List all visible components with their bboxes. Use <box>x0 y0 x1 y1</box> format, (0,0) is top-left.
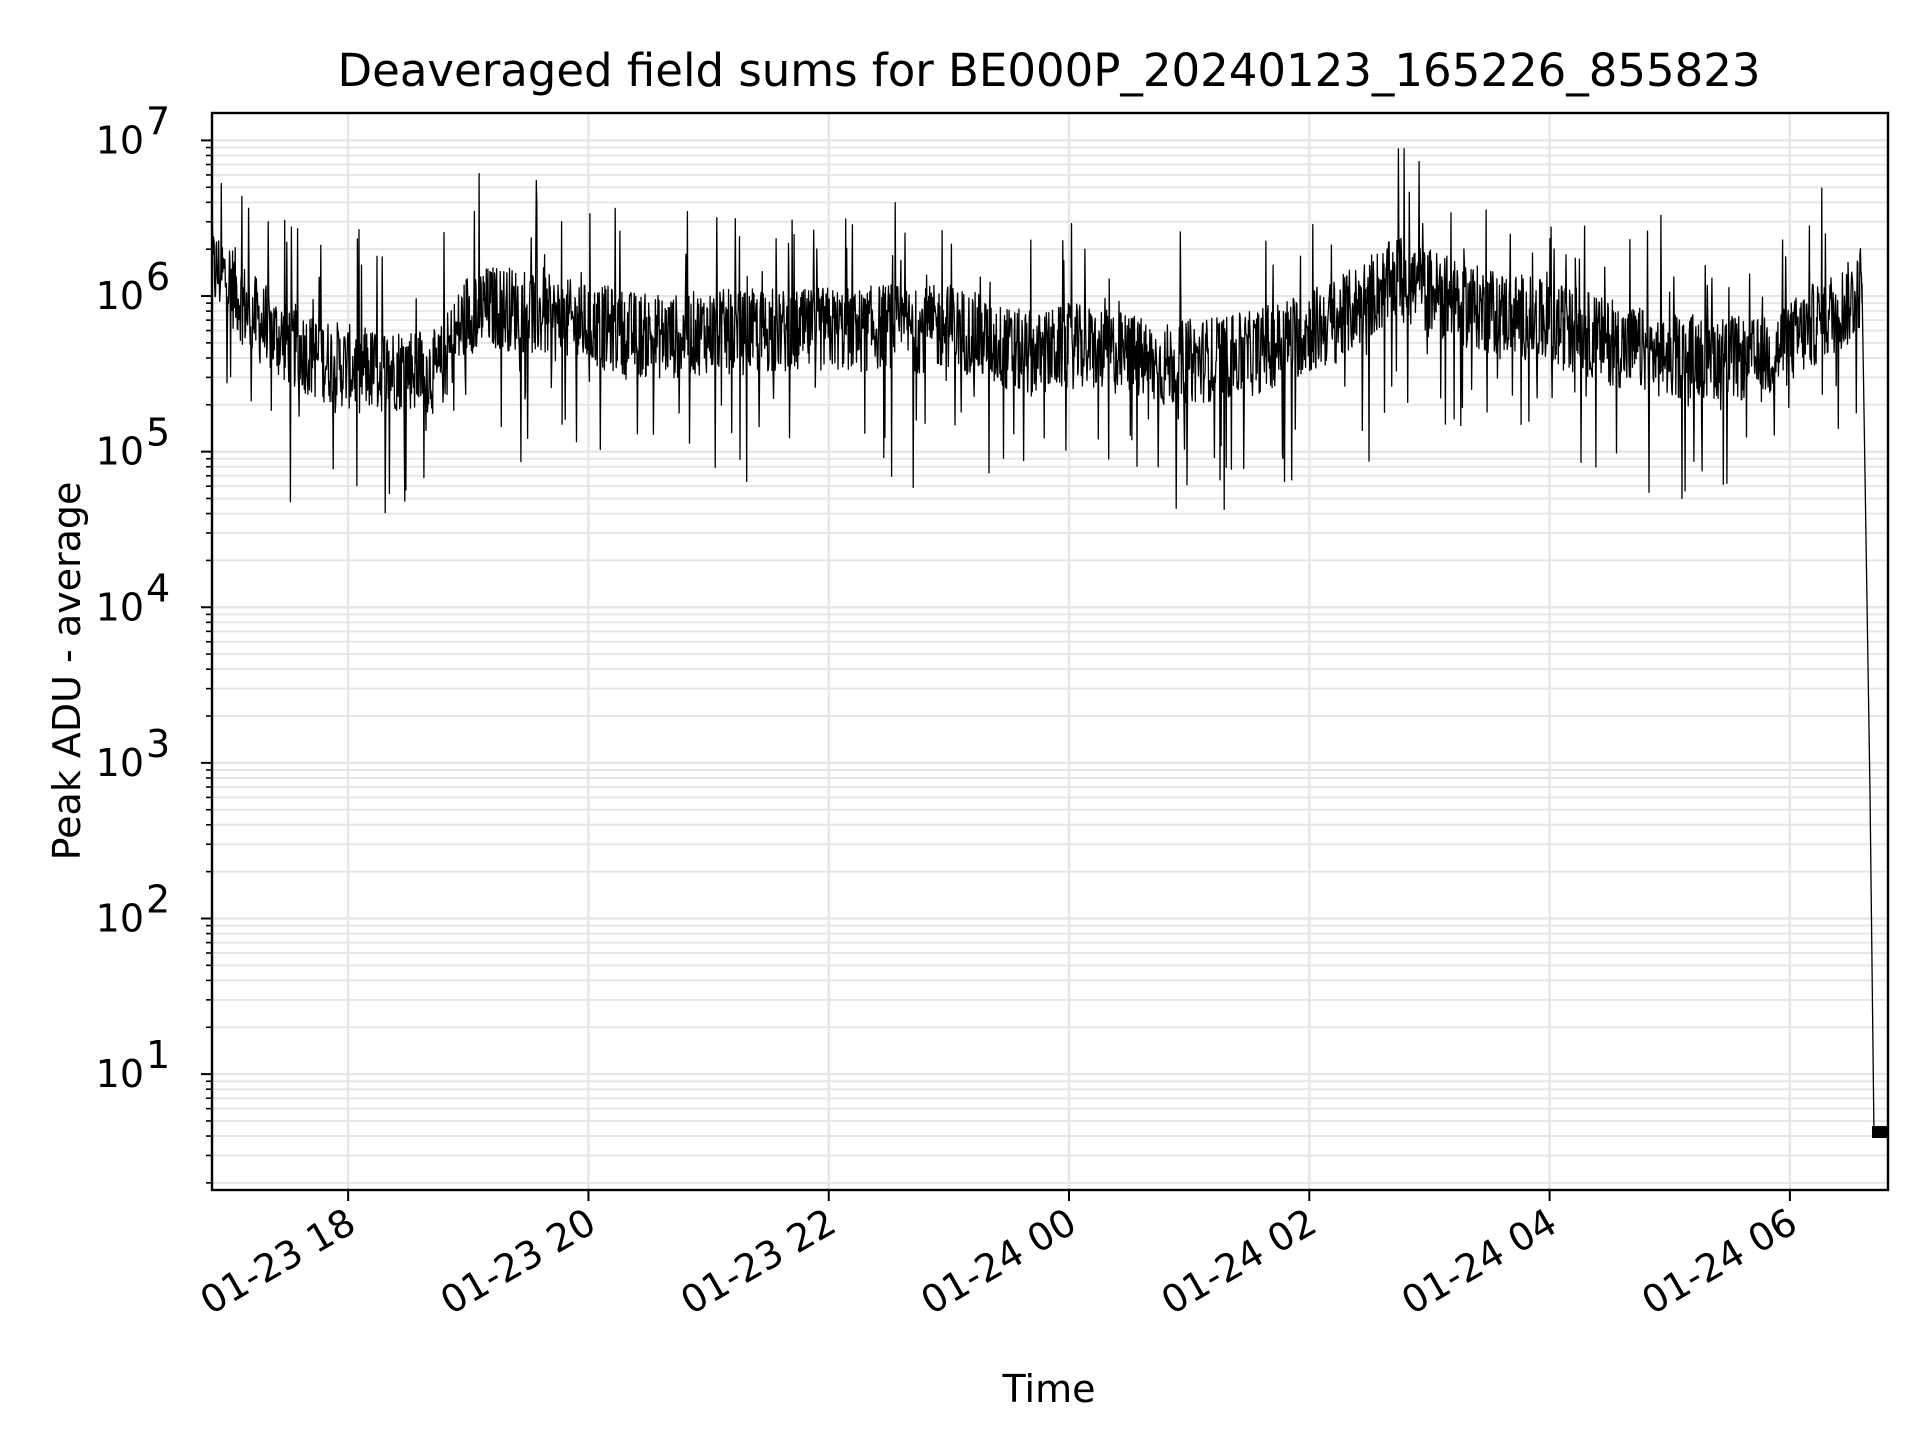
y-tick-label: 10 <box>96 741 144 785</box>
series-tail-marker <box>1871 1126 1888 1139</box>
y-tick-exponent: 4 <box>146 566 170 610</box>
major-gridlines <box>212 113 1888 1190</box>
y-tick-label: 10 <box>96 118 144 162</box>
y-tick-exponent: 3 <box>146 722 170 766</box>
y-tick-exponent: 5 <box>146 411 170 455</box>
chart-title: Deaveraged field sums for BE000P_2024012… <box>338 44 1761 97</box>
y-tick-exponent: 7 <box>146 99 170 143</box>
y-tick-label: 10 <box>96 1052 144 1096</box>
series-layer <box>211 148 1888 1139</box>
plot-area <box>212 113 1888 1190</box>
y-tick-exponent: 2 <box>146 877 170 921</box>
plot-frame <box>210 111 1890 1192</box>
y-tick-label: 10 <box>96 896 144 940</box>
y-tick-exponent: 6 <box>146 255 170 299</box>
series-line <box>211 148 1888 1137</box>
tick-marks <box>201 139 1791 1201</box>
y-tick-label: 10 <box>96 585 144 629</box>
x-axis-label: Time <box>1002 1367 1096 1411</box>
y-tick-exponent: 1 <box>146 1033 170 1077</box>
y-tick-label: 10 <box>96 274 144 318</box>
y-tick-label: 10 <box>96 430 144 474</box>
y-axis-label: Peak ADU - average <box>45 482 89 861</box>
